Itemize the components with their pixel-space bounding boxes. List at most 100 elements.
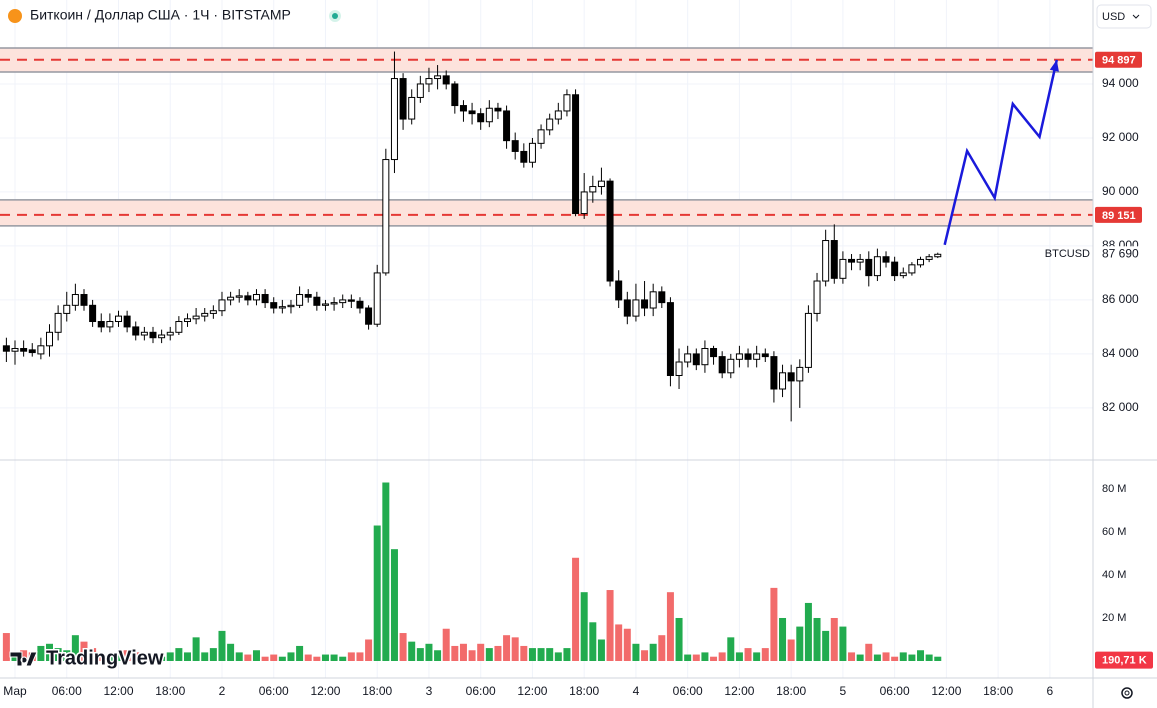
candle-body (244, 295, 252, 301)
volume-bar (813, 617, 821, 661)
candle-body (192, 315, 200, 320)
volume-bar (278, 656, 286, 661)
brand-mark (9, 651, 38, 667)
candle-body (528, 142, 536, 163)
volume-bar (822, 630, 830, 661)
brand-name: TradingView (46, 647, 164, 669)
x-tick-label: 18:00 (569, 684, 599, 698)
volume-bar (244, 654, 252, 661)
candle-body (856, 258, 864, 263)
candle-body (80, 294, 88, 306)
volume-bar (114, 652, 122, 661)
candle-body (658, 291, 666, 304)
candle-body (451, 83, 459, 107)
volume-bar (382, 482, 390, 661)
candle-body (183, 318, 191, 323)
currency-button[interactable] (1096, 4, 1152, 29)
candle-body (692, 353, 700, 366)
volume-bar (459, 643, 467, 661)
candle-body (28, 349, 36, 354)
candle-body (623, 299, 631, 317)
x-tick-label: 18:00 (983, 684, 1013, 698)
candle-body (425, 78, 433, 85)
candle-body (227, 296, 235, 301)
candle-body (158, 334, 166, 339)
candle-body (597, 180, 605, 188)
candle-body (89, 304, 97, 323)
volume-bar (727, 637, 735, 661)
volume-bar (546, 648, 554, 661)
x-tick-label: Мар (3, 684, 27, 698)
candle-body (701, 348, 709, 366)
candle-body (675, 361, 683, 377)
candle-body (934, 253, 942, 258)
currency-chevron[interactable] (1132, 14, 1140, 19)
volume-bar (804, 602, 812, 661)
candle-body (891, 261, 899, 277)
x-tick-label: 6 (1047, 684, 1054, 698)
candle-body (727, 358, 735, 374)
volume-bar (589, 622, 597, 661)
volume-bar (408, 641, 416, 661)
volume-bar (511, 637, 519, 661)
volume-bar (313, 656, 321, 661)
volume-bar (158, 656, 166, 661)
volume-bar (684, 654, 692, 661)
volume-bar (166, 652, 174, 661)
candle-body (649, 291, 657, 309)
volume-bar (873, 654, 881, 661)
volume-bar (132, 652, 140, 661)
candle-body (313, 296, 321, 306)
x-tick-label: 12:00 (517, 684, 547, 698)
volume-bar (434, 650, 442, 661)
candle-body (114, 315, 122, 323)
volume-bar (235, 652, 243, 661)
x-tick-label: 12:00 (103, 684, 133, 698)
y-tick-label: 94 000 (1102, 76, 1139, 90)
volume-bar (934, 656, 942, 661)
volume-bar (54, 648, 62, 661)
volume-bar (899, 652, 907, 661)
y-tick-label: 82 000 (1102, 400, 1139, 414)
candle-body (787, 372, 795, 382)
candle-body (63, 304, 71, 314)
candle-body (339, 299, 347, 304)
y-tick-label: 80 M (1102, 483, 1126, 495)
volume-bar (201, 652, 209, 661)
candle-body (848, 258, 856, 263)
candle-body (261, 294, 269, 304)
volume-bar (623, 628, 631, 661)
candle-body (537, 129, 545, 144)
candle-body (554, 110, 562, 120)
candle-body (459, 105, 467, 112)
volume-bar (520, 645, 528, 661)
candle-body (20, 348, 28, 352)
volume-bar (227, 643, 235, 661)
grid (0, 0, 1093, 678)
volume-bar (718, 652, 726, 661)
volume-bar (287, 652, 295, 661)
volume-bar (270, 654, 278, 661)
settings-button[interactable] (1121, 687, 1133, 699)
candle-body (770, 356, 778, 390)
volume-bar (442, 628, 450, 661)
volume-bar (321, 654, 329, 661)
volume-bar (658, 635, 666, 661)
y-tick-label: 40 M (1102, 569, 1126, 581)
volume-bar (89, 648, 97, 661)
volume-bar (597, 639, 605, 661)
candle-body (270, 302, 278, 309)
candle-body (710, 348, 718, 358)
settings-center[interactable] (1124, 690, 1130, 696)
x-tick-label: 18:00 (155, 684, 185, 698)
forecast-arrowhead (1049, 59, 1059, 72)
last-volume-label: 190,71 K (1102, 654, 1147, 666)
volume-bar (347, 652, 355, 661)
currency-label[interactable]: USD (1102, 11, 1125, 23)
candle-body (209, 310, 217, 314)
volume-bar (149, 654, 157, 661)
candle-body (11, 348, 19, 352)
volume-bar (615, 624, 623, 661)
y-tick-label: 60 M (1102, 526, 1126, 538)
